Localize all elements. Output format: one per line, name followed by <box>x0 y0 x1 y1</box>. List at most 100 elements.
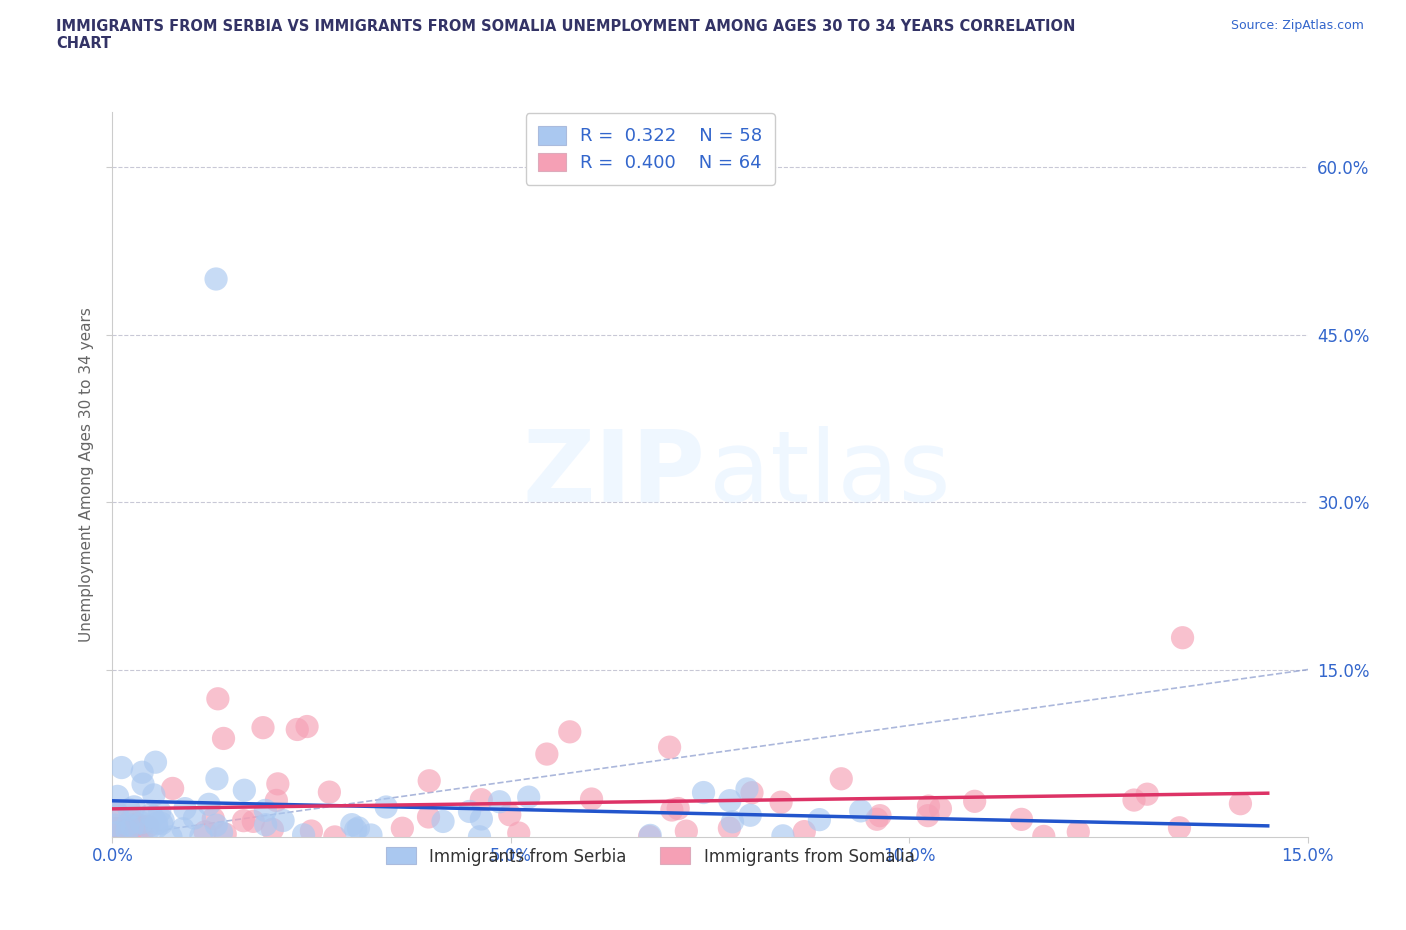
Point <box>254 803 277 817</box>
Point <box>105 825 128 840</box>
Point <box>142 809 165 824</box>
Point <box>830 771 852 786</box>
Point <box>127 817 149 832</box>
Point <box>517 790 540 804</box>
Point <box>252 720 274 735</box>
Point <box>139 807 162 822</box>
Point <box>1136 787 1159 802</box>
Point <box>105 805 128 820</box>
Point <box>917 799 939 814</box>
Point <box>458 804 481 819</box>
Point <box>132 777 155 791</box>
Point <box>638 830 661 844</box>
Point <box>183 811 205 826</box>
Point <box>1123 792 1146 807</box>
Point <box>104 821 127 836</box>
Point <box>198 797 221 812</box>
Point <box>149 804 172 818</box>
Point <box>638 828 661 843</box>
Point <box>849 804 872 818</box>
Point <box>107 789 129 804</box>
Point <box>340 817 363 832</box>
Point <box>718 821 741 836</box>
Point <box>131 819 153 834</box>
Point <box>118 802 141 817</box>
Point <box>375 800 398 815</box>
Point <box>105 821 128 836</box>
Point <box>205 771 228 786</box>
Point <box>233 783 256 798</box>
Point <box>232 813 254 828</box>
Point <box>323 830 346 844</box>
Point <box>917 808 939 823</box>
Point <box>205 272 228 286</box>
Point <box>172 821 194 836</box>
Text: IMMIGRANTS FROM SERBIA VS IMMIGRANTS FROM SOMALIA UNEMPLOYMENT AMONG AGES 30 TO : IMMIGRANTS FROM SERBIA VS IMMIGRANTS FRO… <box>56 19 1076 51</box>
Point <box>285 722 308 737</box>
Point <box>131 828 153 843</box>
Point <box>162 781 184 796</box>
Point <box>152 813 174 828</box>
Point <box>120 812 142 827</box>
Point <box>1229 796 1251 811</box>
Point <box>207 691 229 706</box>
Point <box>391 821 413 836</box>
Point <box>122 800 145 815</box>
Point <box>692 785 714 800</box>
Y-axis label: Unemployment Among Ages 30 to 34 years: Unemployment Among Ages 30 to 34 years <box>79 307 94 642</box>
Point <box>488 794 510 809</box>
Point <box>214 827 236 842</box>
Point <box>499 807 522 822</box>
Point <box>360 828 382 843</box>
Point <box>468 830 491 844</box>
Point <box>138 821 160 836</box>
Point <box>136 818 159 833</box>
Point <box>292 828 315 843</box>
Point <box>212 731 235 746</box>
Text: atlas: atlas <box>709 426 950 523</box>
Point <box>150 817 173 831</box>
Point <box>295 719 318 734</box>
Point <box>211 825 233 840</box>
Point <box>1067 825 1090 840</box>
Point <box>661 803 683 817</box>
Point <box>117 822 139 837</box>
Point <box>741 785 763 800</box>
Point <box>202 811 225 826</box>
Point <box>808 812 831 827</box>
Point <box>1011 812 1033 827</box>
Point <box>735 781 758 796</box>
Point <box>262 822 284 837</box>
Point <box>1171 631 1194 645</box>
Point <box>242 814 264 829</box>
Point <box>160 830 183 844</box>
Point <box>194 824 217 839</box>
Point <box>675 824 697 839</box>
Point <box>772 829 794 844</box>
Point <box>581 791 603 806</box>
Point <box>740 808 762 823</box>
Point <box>142 788 165 803</box>
Point <box>558 724 581 739</box>
Point <box>666 801 689 816</box>
Point <box>121 819 143 834</box>
Legend: Immigrants from Serbia, Immigrants from Somalia: Immigrants from Serbia, Immigrants from … <box>380 841 921 872</box>
Point <box>124 817 146 831</box>
Point <box>1032 829 1054 844</box>
Point <box>110 760 132 775</box>
Point <box>344 822 367 837</box>
Point <box>866 812 889 827</box>
Point <box>131 764 153 779</box>
Point <box>770 795 793 810</box>
Point <box>658 739 681 754</box>
Point <box>793 824 815 839</box>
Point <box>266 793 288 808</box>
Point <box>470 812 492 827</box>
Point <box>120 821 142 836</box>
Point <box>111 827 134 842</box>
Point <box>190 829 212 844</box>
Point <box>470 792 492 807</box>
Point <box>869 808 891 823</box>
Point <box>117 817 139 832</box>
Text: Source: ZipAtlas.com: Source: ZipAtlas.com <box>1230 19 1364 32</box>
